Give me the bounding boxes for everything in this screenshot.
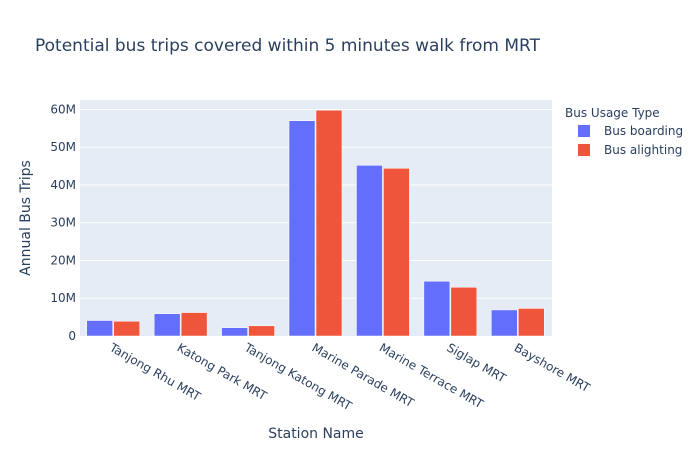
bar-alighting [315,109,343,337]
bars [86,109,545,337]
bar-boarding [356,165,383,337]
bar-boarding [491,309,518,337]
bar-boarding [221,327,248,337]
y-tick-label: 20M [50,253,76,267]
x-axis-title: Station Name [268,426,364,442]
bar-alighting [113,321,140,337]
bar-boarding [153,313,181,337]
legend-items: Bus boarding Bus alighting [578,124,683,157]
legend-title: Bus Usage Type [565,106,660,120]
chart-title: Potential bus trips covered within 5 min… [35,36,541,56]
y-tick-label: 60M [50,102,76,116]
bar-alighting [450,287,478,337]
legend-label: Bus alighting [604,143,682,157]
x-tick-label: Bayshore MRT [512,340,593,395]
bar-alighting [518,308,545,337]
y-axis-ticks: 0 10M 20M 30M 40M 50M 60M [50,102,76,343]
bar-boarding [423,280,451,337]
bar-boarding [288,120,316,337]
bar-alighting [383,168,410,337]
y-tick-label: 10M [50,291,76,305]
y-tick-label: 30M [50,216,76,230]
y-axis-title: Annual Bus Trips [18,160,34,276]
y-tick-label: 0 [68,329,76,343]
bar-boarding [86,320,113,337]
legend: Bus Usage Type Bus boarding Bus alighting [565,106,683,157]
y-tick-label: 40M [50,178,76,192]
legend-label: Bus boarding [604,124,683,138]
x-tick-label: Siglap MRT [444,340,509,385]
y-tick-label: 50M [50,140,76,154]
x-tick-label: Tanjong Katong MRT [241,340,354,414]
bar-alighting [248,325,275,337]
legend-swatch [578,125,590,137]
bar-alighting [180,312,208,337]
legend-swatch [578,144,590,156]
